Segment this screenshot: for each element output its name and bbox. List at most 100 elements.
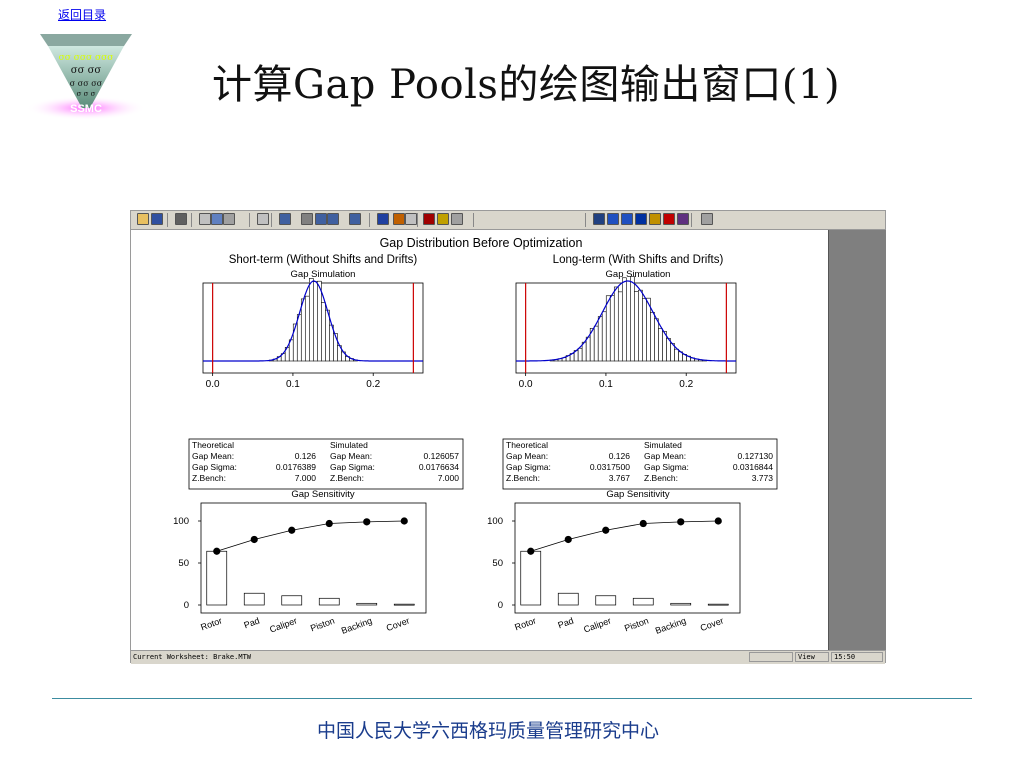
sensitivity-bar [318,597,340,606]
graph-info-icon[interactable] [663,213,675,225]
layout2-icon[interactable] [621,213,633,225]
category-label: Cover [385,615,411,633]
fitted-curve [203,280,423,362]
stat-theoretical-value: 0.0317500 [590,462,630,472]
cancel-icon[interactable] [423,213,435,225]
save-icon[interactable] [151,213,163,225]
x-tick-label: 0.2 [679,379,693,390]
simulated-header: Simulated [330,440,368,450]
stat-simulated-value: 0.126057 [424,451,460,461]
sensitivity-short-term: 100 50 0 Rotor Pad Caliper Piston Backing Cover [173,502,427,636]
histogram-bar [309,278,314,362]
prev-icon[interactable] [593,213,605,225]
cut-icon[interactable] [199,213,211,225]
sensitivity-bar [356,602,378,606]
histogram-bar [296,314,302,362]
tag-icon[interactable] [649,213,661,225]
sensitivity-bar [670,602,692,606]
info-icon[interactable] [451,213,463,225]
sensitivity-bar [281,595,303,606]
cumulative-point [288,526,296,534]
copy-icon[interactable] [211,213,223,225]
help-icon[interactable] [437,213,449,225]
stats-frame [502,438,778,490]
y-tick-label: 100 [173,516,189,527]
sensitivity-bar [393,603,415,606]
histogram-bar [605,295,611,362]
logo-ssmc-text: SSMC [70,103,102,115]
histogram-bar [617,291,623,362]
undo-icon[interactable] [257,213,269,225]
back-to-contents-link[interactable]: 返回目录 [58,8,107,22]
chart-icon[interactable] [349,213,361,225]
toolbar-separator [191,213,192,227]
category-label: Caliper [268,615,298,634]
stat-simulated-value: 0.0176634 [419,462,459,472]
panel-left-subtitle: Short-term (Without Shifts and Drifts) [229,254,418,266]
next-icon[interactable] [701,213,713,225]
stat-sim-label: Gap Mean: [644,451,686,461]
category-label: Pad [242,615,260,630]
category-label: Rotor [513,615,537,632]
toolbar [131,211,885,230]
histogram-bar [313,281,318,362]
pen-icon[interactable] [405,213,417,225]
cumulative-point [639,519,647,528]
graph-icon[interactable] [315,213,327,225]
cumulative-point [250,535,258,544]
brush-icon[interactable] [377,213,389,225]
stat-label: Gap Sigma: [506,462,551,472]
stat-sim-label: Z.Bench: [644,473,678,483]
toolbar-separator [167,213,168,227]
theoretical-header: Theoretical [192,440,234,450]
paste-icon[interactable] [223,213,235,225]
stat-theoretical-value: 0.126 [295,451,317,461]
category-label: Backing [340,615,374,635]
cumulative-point [602,526,610,534]
category-label: Backing [654,615,688,635]
sensitivity-bar [557,592,579,606]
stat-sim-label: Z.Bench: [330,473,364,483]
edit-icon[interactable] [393,213,405,225]
cumulative-point [325,519,333,528]
panel-left-hist-title: Gap Simulation [291,269,356,280]
histogram-bar [321,302,326,362]
cumulative-point [564,535,572,544]
session-icon[interactable] [301,213,313,225]
histogram-bar [593,325,599,362]
sensitivity-bar [206,550,228,606]
histogram-bar [304,295,310,362]
stat-label: Z.Bench: [192,473,226,483]
histogram-bar [646,297,651,362]
worksheet-icon[interactable] [279,213,291,225]
stat-label: Gap Mean: [506,451,548,461]
sensitivity-frame [514,502,741,614]
histogram-bar [642,298,647,362]
stat-simulated-value: 0.0316844 [733,462,773,472]
stat-sim-label: Gap Sigma: [330,462,375,472]
stat-theoretical-value: 7.000 [295,473,317,483]
category-label: Caliper [582,615,612,634]
open-icon[interactable] [137,213,149,225]
histogram-bar [658,328,663,362]
exec-icon[interactable] [677,213,689,225]
toolbar-separator [585,213,586,227]
histogram-bar [325,309,330,362]
histogram-bar [601,311,607,362]
x-tick-label: 0.1 [286,379,300,390]
layout-icon[interactable] [607,213,619,225]
cumulative-line [530,520,719,552]
stat-simulated-value: 7.000 [438,473,460,483]
toolbar-separator [691,213,692,227]
sensitivity-long-term: 100 50 0 Rotor Pad Caliper Piston Backing Cover [487,502,741,636]
print-icon[interactable] [175,213,187,225]
histogram-bar [622,277,627,362]
toolbar-separator [249,213,250,227]
toolbar-separator [271,213,272,227]
stat-label: Z.Bench: [506,473,540,483]
details-icon[interactable] [635,213,647,225]
stat-theoretical-value: 0.126 [609,451,631,461]
histogram-bar [585,336,591,362]
project-icon[interactable] [327,213,339,225]
histogram-bar [317,280,322,362]
